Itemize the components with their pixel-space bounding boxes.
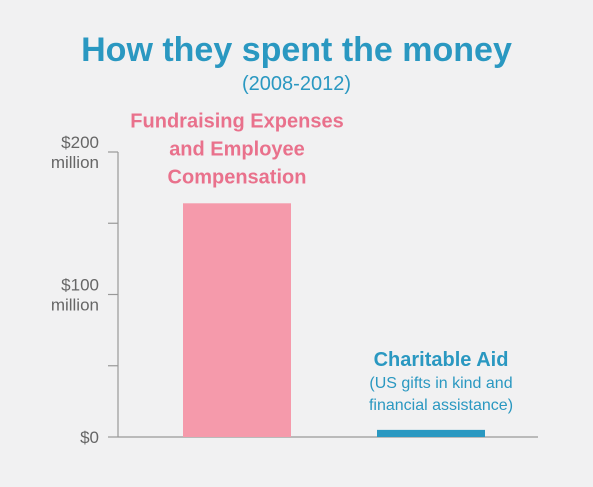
y-tick-label: $200 million xyxy=(51,133,99,172)
y-tick-label-line: million xyxy=(51,296,99,315)
bar xyxy=(183,203,291,437)
y-tick-label-line: $0 xyxy=(80,428,99,447)
y-tick-label-line: $200 xyxy=(61,133,99,152)
chart-title: How they spent the money xyxy=(81,31,512,69)
y-tick-label: $100 million xyxy=(51,276,99,315)
y-tick-label-line: $100 xyxy=(61,276,99,295)
bar xyxy=(377,429,485,437)
category-label: Compensation xyxy=(168,166,307,188)
y-tick-label-line: million xyxy=(51,153,99,172)
chart-subtitle: (2008-2012) xyxy=(242,73,351,95)
category-sublabel: financial assistance) xyxy=(369,397,513,414)
y-tick-label: $0 xyxy=(80,428,99,447)
category-label: Fundraising Expenses xyxy=(130,110,343,132)
category-sublabel: (US gifts in kind and xyxy=(369,375,512,392)
category-label: Charitable Aid xyxy=(374,349,509,371)
category-label: and Employee xyxy=(169,138,305,160)
